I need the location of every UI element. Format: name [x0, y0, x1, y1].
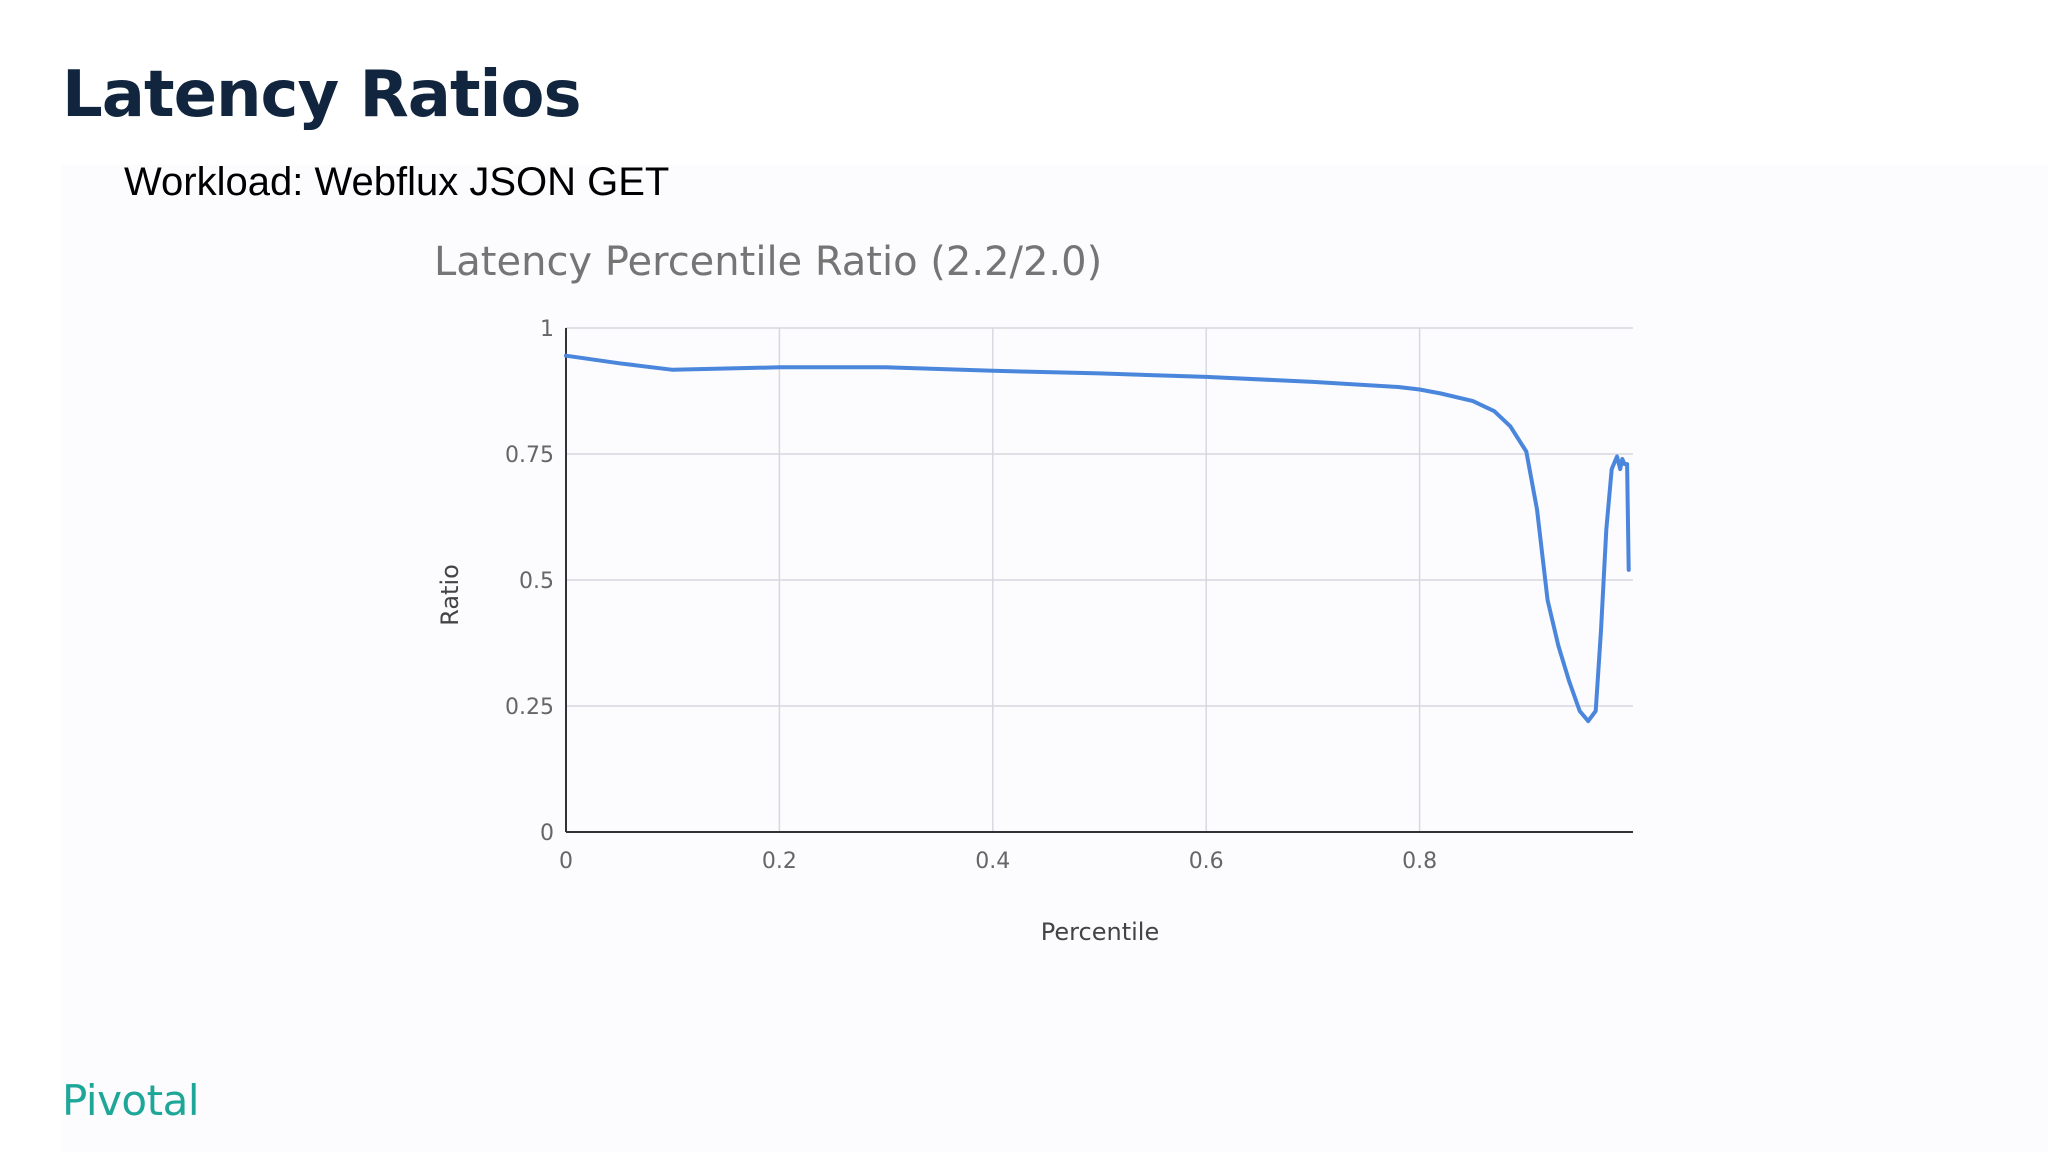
x-tick-label: 0: [559, 849, 573, 874]
y-tick-label: 1: [540, 317, 554, 342]
y-axis-title: Ratio: [436, 564, 464, 626]
y-tick-label: 0.75: [505, 443, 554, 468]
pivotal-logo: Pivotal: [62, 1076, 200, 1125]
slide-title: Latency Ratios: [62, 58, 582, 132]
content-background: [62, 165, 2048, 1152]
chart-title: Latency Percentile Ratio (2.2/2.0): [434, 239, 1102, 285]
y-tick-label: 0.5: [519, 569, 554, 594]
x-tick-label: 0.6: [1189, 849, 1224, 874]
x-tick-label: 0.8: [1402, 849, 1437, 874]
x-tick-label: 0.2: [762, 849, 797, 874]
series-line: [564, 353, 1631, 724]
y-tick-label: 0: [540, 821, 554, 846]
slide-subtitle: Workload: Webflux JSON GET: [124, 160, 670, 204]
x-tick-label: 0.4: [975, 849, 1010, 874]
chart-series: [564, 353, 1631, 724]
chart-grid: [566, 327, 1633, 832]
x-axis-title: Percentile: [1041, 918, 1159, 946]
chart-tick-labels: 0 0.25 0.5 0.75 1 0 0.2 0.4 0.6 0.8: [505, 317, 1437, 874]
chart-axes: [565, 328, 1633, 833]
y-tick-label: 0.25: [505, 695, 554, 720]
